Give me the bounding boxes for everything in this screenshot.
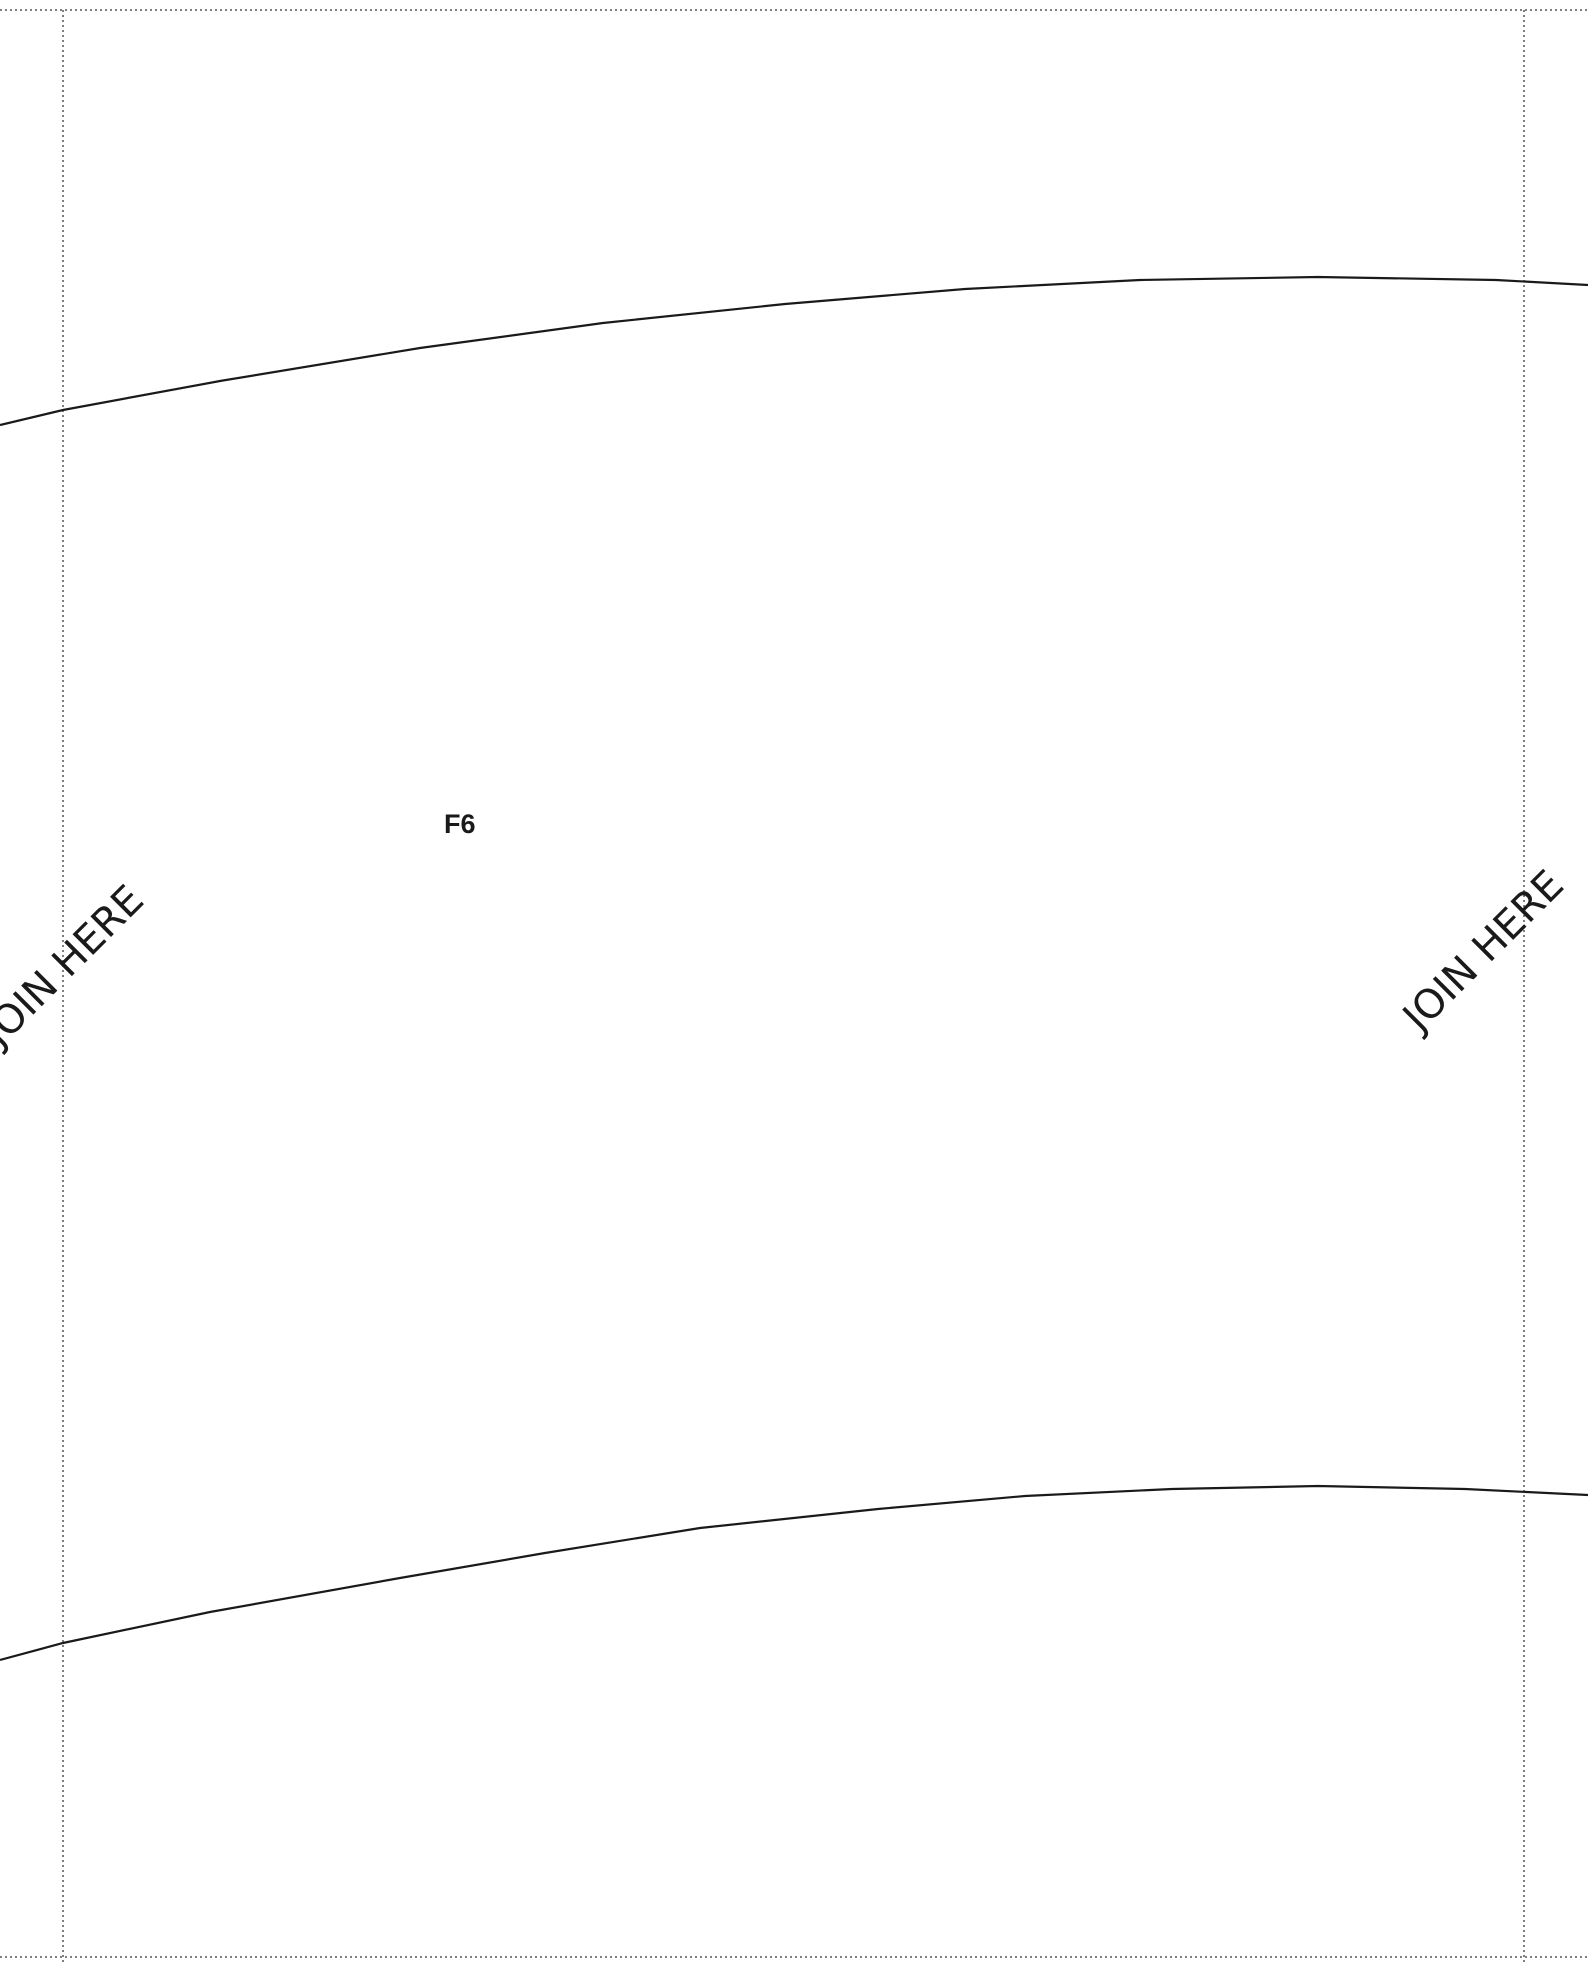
pattern-curve-lower: [0, 1484, 1588, 1662]
join-here-label-left: JOIN HERE: [0, 877, 153, 1057]
pattern-curve-upper: [0, 275, 1588, 427]
piece-label: F6: [444, 809, 476, 839]
join-here-label-right: JOIN HERE: [1392, 862, 1572, 1042]
